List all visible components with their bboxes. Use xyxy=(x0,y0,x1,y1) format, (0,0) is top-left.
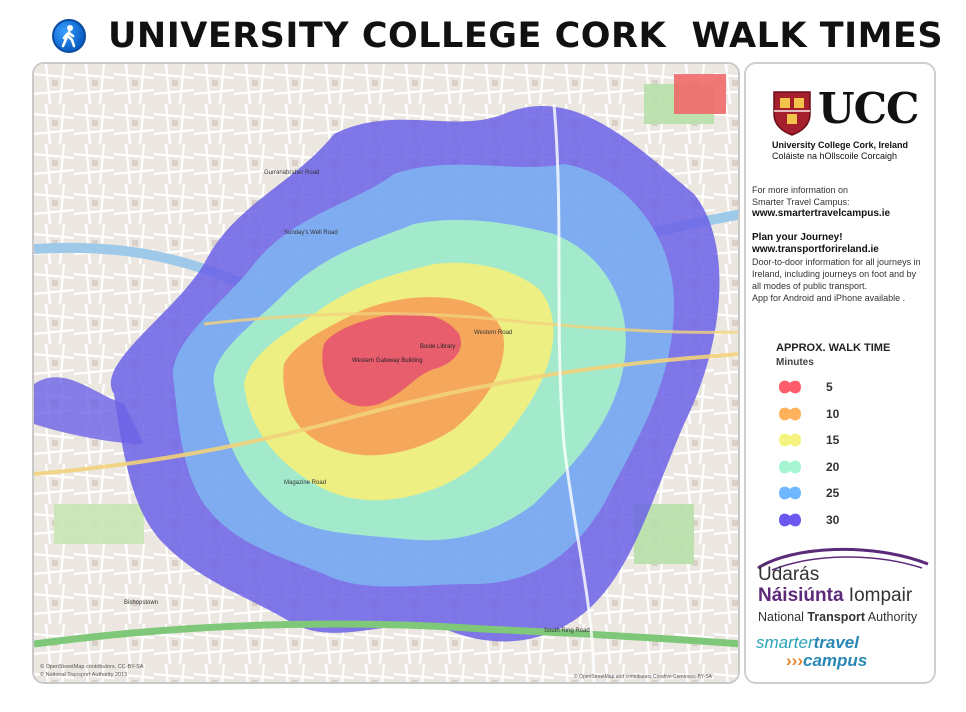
legend-swatch xyxy=(779,407,801,421)
street-label: Magazine Road xyxy=(284,480,326,486)
nta-line-2: Náisiúnta Iompair xyxy=(758,585,913,606)
legend-swatch xyxy=(779,433,801,447)
isochrone-30-arm xyxy=(34,377,144,444)
legend-label: 25 xyxy=(826,486,840,501)
page-title: UNIVERSITY COLLEGE CORK WALK TIMES xyxy=(108,16,944,56)
street-label: Bishopstown xyxy=(124,600,158,606)
main-road xyxy=(552,103,596,682)
pedestrian-icon xyxy=(52,19,86,53)
legend-item: 10 xyxy=(776,401,890,428)
street-label: Gurranabraher Road xyxy=(264,170,319,176)
plan-desc: all modes of public transport. xyxy=(752,281,868,291)
street-label: South Ring Road xyxy=(544,628,590,634)
plan-desc: App for Android and iPhone available . xyxy=(752,293,906,303)
park-area xyxy=(54,504,144,544)
legend-label: 30 xyxy=(826,512,840,527)
walk-time-map[interactable]: Boole Library Western Gateway Building S… xyxy=(32,62,740,684)
legend-label: 20 xyxy=(826,459,840,474)
ucc-wordmark: UCC xyxy=(818,84,919,133)
info-line: For more information on xyxy=(752,185,849,195)
main-road xyxy=(203,312,738,334)
legend-title: APPROX. WALK TIME xyxy=(776,342,891,354)
nta-line-3: National Transport Authority xyxy=(758,610,918,624)
map-attribution: © OpenStreetMap contributors, CC-BY-SA xyxy=(40,663,144,670)
campus-label: Western Gateway Building xyxy=(352,358,423,364)
smarter-travel-link[interactable]: www.smartertravelcampus.ie xyxy=(752,208,891,219)
legend-item: 5 xyxy=(776,374,890,401)
ucc-crest-icon xyxy=(773,91,811,136)
plan-desc: Ireland, including journeys on foot and … xyxy=(752,269,917,279)
nta-logo: Údarás Náisiúnta Iompair National Transp… xyxy=(752,542,934,624)
arrows-icon: ››› xyxy=(786,651,803,670)
plan-desc: Door-to-door information for all journey… xyxy=(752,257,921,267)
map-attribution: © OpenStreetMap and contributors Creativ… xyxy=(574,673,713,680)
street-label: Western Road xyxy=(474,330,512,336)
walk-time-legend: APPROX. WALK TIME Minutes 5 10 15 20 25 30 xyxy=(776,342,890,533)
hospital-area xyxy=(674,74,726,114)
info-line: Smarter Travel Campus: xyxy=(752,197,850,207)
map-attribution: © National Transport Authority 2013 xyxy=(40,671,127,678)
legend-item: 30 xyxy=(776,507,890,534)
ucc-name-ga: Coláiste na hOllscoile Corcaigh xyxy=(772,151,898,161)
legend-label: 15 xyxy=(826,433,840,448)
info-panel: UCC University College Cork, Ireland Col… xyxy=(744,62,936,684)
isochrone-5 xyxy=(322,312,462,407)
nta-arc-icon xyxy=(757,547,929,571)
nta-line-1: Údarás xyxy=(758,564,820,585)
ucc-logo: UCC University College Cork, Ireland Col… xyxy=(772,84,922,161)
legend-swatch xyxy=(779,513,801,527)
legend-item: 15 xyxy=(776,427,890,454)
main-road xyxy=(34,352,738,476)
legend-swatch xyxy=(779,380,801,394)
legend-swatch xyxy=(779,486,801,500)
transport-for-ireland-link[interactable]: www.transportforireland.ie xyxy=(752,244,879,255)
legend-label: 5 xyxy=(826,380,833,395)
legend-label: 10 xyxy=(826,406,840,421)
ucc-name-en: University College Cork, Ireland xyxy=(772,140,909,150)
info-text: For more information on Smarter Travel C… xyxy=(752,184,936,304)
legend-subtitle: Minutes xyxy=(776,357,814,368)
south-ring-road xyxy=(34,620,738,648)
smarter-travel-campus-logo: smartertravel ›››campus xyxy=(756,633,868,670)
legend-item: 25 xyxy=(776,480,890,507)
legend-swatch xyxy=(779,460,801,474)
plan-journey-title: Plan your Journey! xyxy=(752,232,843,243)
campus-label: Boole Library xyxy=(420,344,455,350)
page-header: UNIVERSITY COLLEGE CORK WALK TIMES xyxy=(52,14,943,58)
legend-item: 20 xyxy=(776,454,890,481)
street-label: Sunday's Well Road xyxy=(284,230,338,236)
